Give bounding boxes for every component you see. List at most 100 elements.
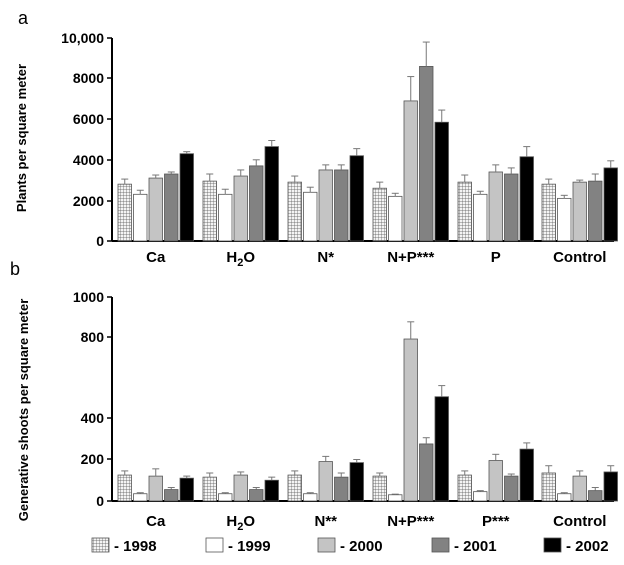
- x-tick-label: Control: [553, 249, 606, 266]
- y-axis-label: Plants per square meter: [14, 64, 29, 212]
- bar-2001-np: [419, 443, 434, 502]
- legend-label: - 1999: [228, 538, 271, 555]
- x-tick-label: N**: [314, 513, 337, 530]
- x-tick-label: Ca: [146, 249, 166, 266]
- legend: - 1998 - 1999 - 2000 - 2001 - 2002: [91, 537, 609, 555]
- bar-1998-n: [287, 181, 302, 242]
- bar-2000-p: [488, 460, 503, 502]
- y-tick-label: 4000: [73, 152, 104, 168]
- bar-2001-np: [419, 66, 434, 242]
- bar-1998-np: [372, 475, 387, 502]
- y-tick-label: 10,000: [61, 30, 104, 46]
- bar-2001-control: [588, 490, 603, 502]
- bar-1998-h2o: [202, 180, 217, 242]
- bar-1999-control: [557, 493, 572, 502]
- bar-2002-np: [434, 121, 449, 242]
- bar-1998-p: [457, 474, 472, 502]
- x-tick-label: H2O: [226, 249, 255, 269]
- y-tick-label: 8000: [73, 70, 104, 86]
- bar-1999-np: [388, 195, 403, 242]
- bar-2000-control: [572, 181, 587, 242]
- x-tick-label: H2O: [226, 513, 255, 533]
- x-tick-label: Ca: [146, 513, 166, 530]
- bar-1998-control: [541, 183, 556, 242]
- bar-1999-p: [473, 491, 488, 502]
- x-tick-label: P***: [482, 513, 510, 530]
- bar-1999-h2o: [218, 493, 233, 502]
- bar-2001-n: [334, 169, 349, 242]
- bar-1998-n: [287, 474, 302, 502]
- legend-swatch: [91, 537, 110, 553]
- bar-1999-ca: [133, 193, 148, 242]
- bar-2002-p: [519, 156, 534, 242]
- bar-1998-control: [541, 472, 556, 502]
- bar-2001-p: [504, 173, 519, 242]
- bar-2000-ca: [148, 177, 163, 242]
- bar-1999-control: [557, 197, 572, 242]
- y-axis-label: Generative shoots per square meter: [16, 299, 31, 522]
- bar-2001-ca: [164, 489, 179, 502]
- bar-1998-p: [457, 181, 472, 242]
- y-tick-label: 400: [81, 410, 105, 426]
- x-tick-label: N+P***: [387, 249, 434, 266]
- bar-2001-p: [504, 475, 519, 502]
- bar-2000-control: [572, 475, 587, 502]
- bar-2000-np: [403, 338, 418, 502]
- bar-2002-control: [603, 471, 618, 502]
- legend-swatch: [543, 537, 562, 553]
- y-tick-label: 6000: [73, 111, 104, 127]
- bar-2001-n: [334, 476, 349, 502]
- bar-1999-n: [303, 493, 318, 502]
- bar-1998-ca: [117, 474, 132, 502]
- bar-2002-n: [349, 462, 364, 502]
- bar-2000-p: [488, 171, 503, 242]
- panel-b: b Generative shoots per square meter 0 200 4…: [10, 259, 618, 533]
- legend-swatch: [205, 537, 224, 553]
- legend-swatch: [317, 537, 336, 553]
- bar-1998-h2o: [202, 476, 217, 502]
- bar-2001-ca: [164, 173, 179, 242]
- y-tick-label: 1000: [73, 289, 104, 305]
- bar-1999-h2o: [218, 193, 233, 242]
- bar-2000-h2o: [233, 175, 248, 242]
- x-tick-label: P: [491, 249, 501, 266]
- bar-2002-ca: [179, 477, 194, 502]
- y-tick-label: 0: [96, 233, 104, 249]
- bar-1998-ca: [117, 183, 132, 242]
- bar-2002-h2o: [264, 479, 279, 502]
- legend-label: - 1998: [114, 538, 157, 555]
- bar-1998-np: [372, 187, 387, 242]
- bar-2000-h2o: [233, 474, 248, 502]
- panel-a: a Plants per square meter 0 2000 4000 6000 800…: [14, 8, 618, 269]
- bar-2001-h2o: [249, 165, 264, 242]
- bar-2002-h2o: [264, 146, 279, 242]
- bar-1999-p: [473, 193, 488, 242]
- x-tick-label: N*: [317, 249, 334, 266]
- bar-2000-np: [403, 100, 418, 242]
- legend-label: - 2002: [566, 538, 609, 555]
- bar-2002-n: [349, 155, 364, 242]
- x-tick-label: Control: [553, 513, 606, 530]
- x-tick-label: N+P***: [387, 513, 434, 530]
- bar-1999-n: [303, 191, 318, 242]
- legend-label: - 2001: [454, 538, 497, 555]
- bar-2002-control: [603, 167, 618, 242]
- legend-swatch: [431, 537, 450, 553]
- y-tick-label: 0: [96, 493, 104, 509]
- bar-2001-control: [588, 180, 603, 242]
- bar-2002-ca: [179, 153, 194, 242]
- y-tick-label: 2000: [73, 193, 104, 209]
- bar-1999-ca: [133, 493, 148, 502]
- bar-2001-h2o: [249, 489, 264, 502]
- bar-2002-p: [519, 448, 534, 502]
- bar-1999-np: [388, 494, 403, 502]
- bar-2000-n: [318, 461, 333, 502]
- bar-2002-np: [434, 396, 449, 502]
- bar-2000-ca: [148, 475, 163, 502]
- panel-letter-a: a: [18, 8, 29, 28]
- y-tick-label: 800: [81, 329, 105, 345]
- panel-letter-b: b: [10, 259, 20, 279]
- y-tick-label: 200: [81, 451, 105, 467]
